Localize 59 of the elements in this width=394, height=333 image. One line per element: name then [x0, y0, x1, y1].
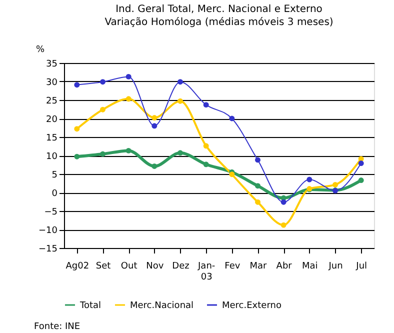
point — [100, 151, 106, 157]
y-tick-label: 10 — [46, 152, 58, 162]
legend-label: Merc.Externo — [222, 301, 282, 311]
x-tick-label: Out — [120, 262, 138, 272]
legend-label: Merc.Nacional — [130, 301, 194, 311]
point — [74, 82, 80, 88]
point — [229, 116, 235, 122]
point — [126, 74, 132, 80]
y-tick-label: −5 — [44, 208, 58, 218]
point — [358, 178, 364, 184]
point — [74, 154, 80, 160]
point — [280, 222, 286, 228]
y-tick-label: 20 — [46, 115, 58, 125]
y-tick-label: 30 — [46, 78, 58, 88]
chart-subtitle: Variação Homóloga (médias móveis 3 meses) — [104, 17, 334, 28]
point — [203, 143, 209, 149]
x-tick-label: Fev — [224, 262, 241, 272]
point — [74, 126, 80, 132]
y-tick-label: 5 — [52, 170, 58, 180]
x-tick-label: Jan- 03 — [197, 262, 216, 282]
x-tick-label: Nov — [146, 262, 164, 272]
point — [203, 162, 209, 168]
x-tick-label: Mai — [302, 262, 318, 272]
point — [332, 182, 338, 188]
point — [255, 183, 260, 189]
point — [255, 157, 260, 163]
y-tick-label: −15 — [38, 244, 58, 254]
point — [126, 96, 132, 102]
x-tick-label: Jul — [355, 262, 368, 272]
legend-label: Total — [79, 301, 102, 311]
point — [100, 106, 106, 112]
point — [358, 160, 364, 166]
x-tick-label: Ag02 — [66, 262, 90, 272]
x-tick-label: Set — [96, 262, 112, 272]
x-tick-label: Dez — [172, 262, 190, 272]
source-note: Fonte: INE — [34, 322, 80, 332]
y-tick-label: −10 — [38, 226, 58, 236]
point — [306, 176, 312, 182]
point — [178, 79, 183, 85]
point — [178, 150, 183, 156]
point — [280, 199, 286, 205]
point — [152, 163, 158, 169]
x-tick-label: Mar — [250, 262, 268, 272]
point — [203, 102, 209, 108]
point — [152, 115, 158, 120]
y-tick-label: 0 — [52, 189, 58, 199]
x-tick-label: Abr — [276, 262, 292, 272]
point — [255, 199, 260, 205]
chart-title: Ind. Geral Total, Merc. Nacional e Externo — [116, 4, 322, 15]
point — [229, 172, 235, 178]
point — [178, 98, 183, 104]
y-tick-label: 25 — [46, 96, 58, 106]
point — [100, 79, 106, 85]
y-tick-label: 15 — [46, 134, 58, 144]
point — [126, 148, 132, 154]
y-tick-label: 35 — [46, 60, 58, 70]
point — [152, 123, 158, 129]
y-axis-title: % — [36, 45, 45, 55]
x-tick-label: Jun — [328, 262, 343, 272]
